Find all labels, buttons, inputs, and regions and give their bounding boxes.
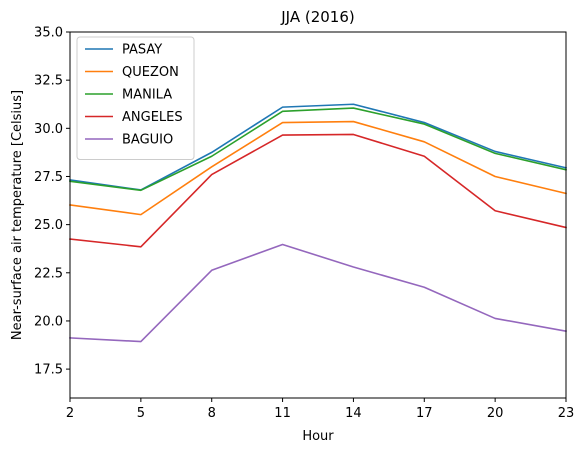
- legend-label-pasay: PASAY: [122, 43, 162, 58]
- y-tick-label: 20.0: [34, 314, 63, 329]
- x-tick-label: 20: [487, 406, 504, 421]
- axes-layer: 2 5 8 11 14 17 20 23 17.5 20.0 22.5 25.0 27.5 30.0 32.…: [34, 26, 574, 422]
- series-line-quezon: [69, 120, 567, 216]
- legend-label-baguio: BAGUIO: [122, 133, 173, 148]
- y-tick-label: 22.5: [34, 266, 63, 281]
- series-layer: [69, 103, 567, 343]
- legend-label-angeles: ANGELES: [122, 110, 183, 125]
- x-tick-label: 14: [345, 406, 362, 421]
- legend-label-manila: MANILA: [122, 88, 172, 103]
- x-tick-label: 8: [208, 406, 216, 421]
- chart-title: JJA (2016): [280, 8, 355, 26]
- y-tick-label: 35.0: [34, 26, 63, 41]
- series-line-angeles: [69, 133, 567, 248]
- plot-frame: [69, 31, 567, 399]
- x-tick-label: 2: [66, 406, 74, 421]
- series-line-manila: [69, 107, 567, 192]
- x-tick-label: 23: [558, 406, 575, 421]
- series-line-pasay: [69, 103, 567, 191]
- x-axis-title: Hour: [302, 429, 334, 444]
- y-tick-label: 27.5: [34, 170, 63, 185]
- x-tick-label: 5: [137, 406, 145, 421]
- y-tick-label: 17.5: [34, 363, 63, 378]
- y-tick-label: 25.0: [34, 218, 63, 233]
- y-axis-title: Near-surface air temperature [Celsius]: [10, 90, 25, 340]
- x-tick-label: 17: [416, 406, 433, 421]
- legend-label-quezon: QUEZON: [122, 65, 179, 80]
- y-tick-label: 30.0: [34, 122, 63, 137]
- y-tick-label: 32.5: [34, 74, 63, 89]
- x-tick-label: 11: [274, 406, 291, 421]
- series-line-baguio: [69, 243, 567, 343]
- legend-box: [76, 36, 195, 160]
- legend: PASAY QUEZON MANILA ANGELES BAGUIO: [76, 36, 195, 160]
